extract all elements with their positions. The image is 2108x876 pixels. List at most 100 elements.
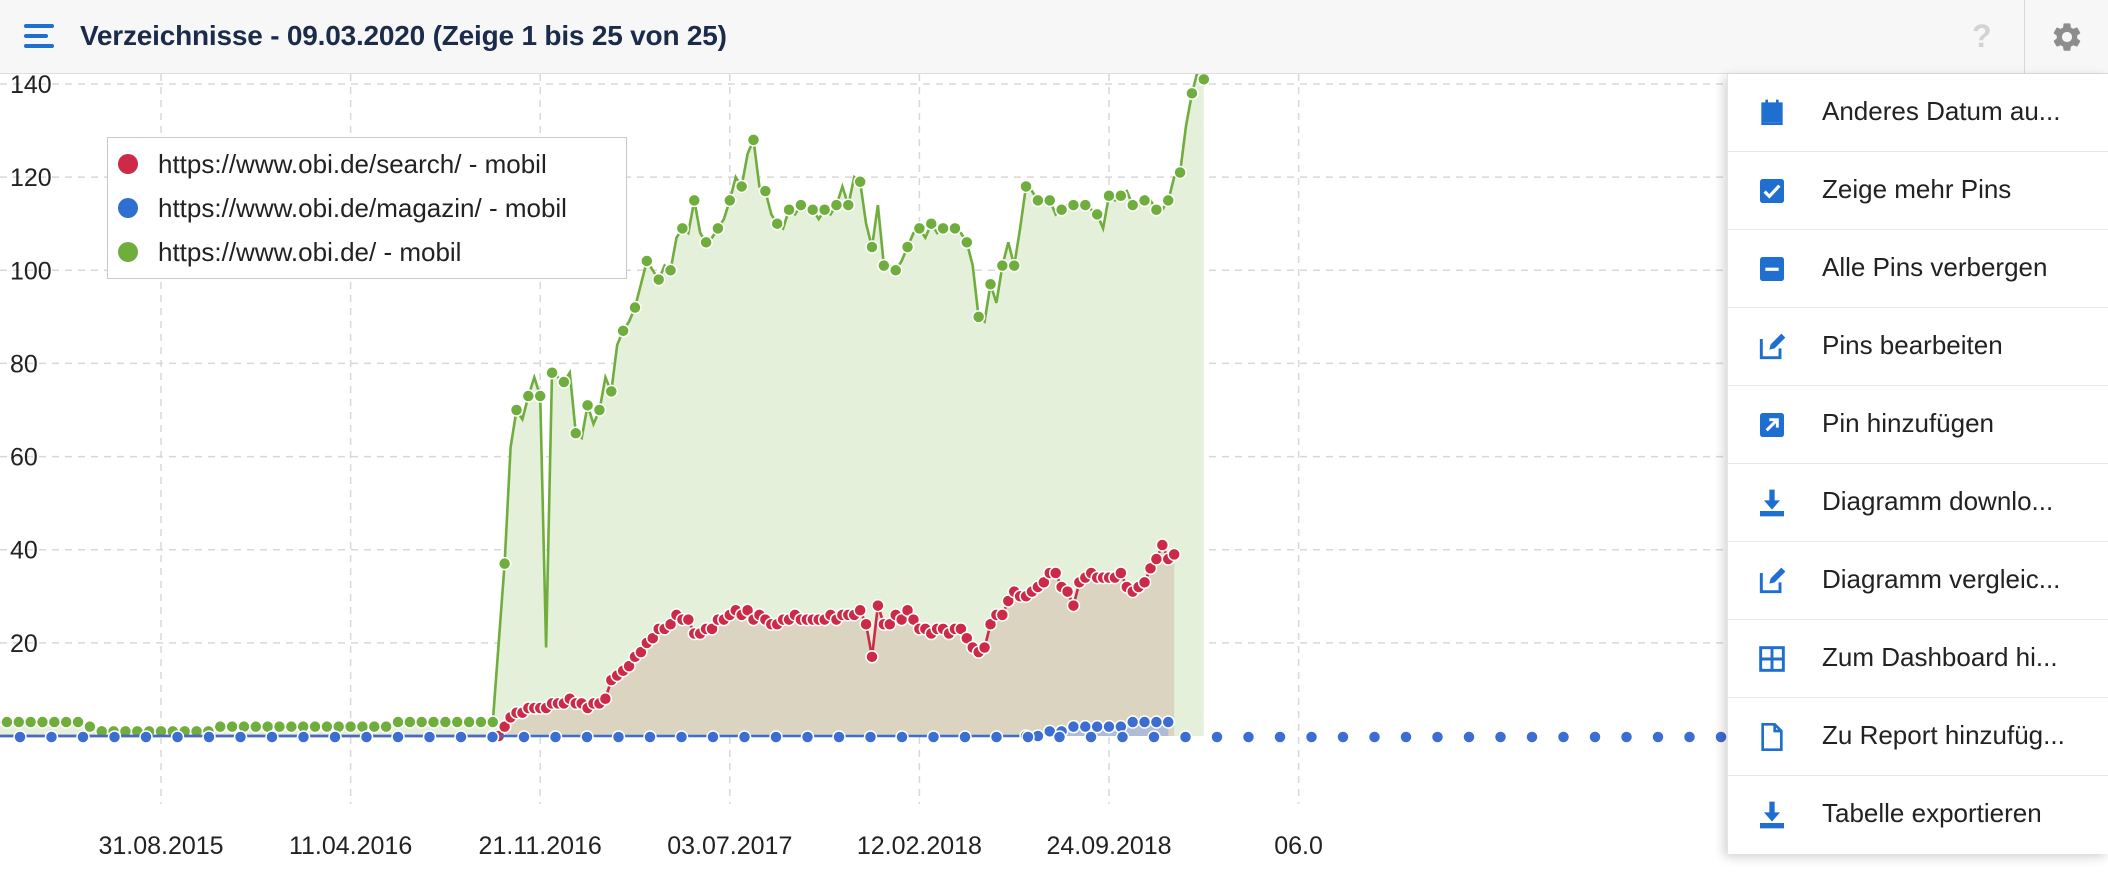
legend-item-magazin[interactable]: https://www.obi.de/magazin/ - mobil: [118, 190, 567, 226]
menu-item-export-table[interactable]: Tabelle exportieren: [1728, 776, 2108, 854]
series-area: [0, 545, 1175, 736]
menu-item-label: Pins bearbeiten: [1822, 330, 2003, 360]
legend-label-home: https://www.obi.de/ - mobil: [158, 236, 462, 267]
y-tick-label: 120: [10, 164, 52, 192]
menu-item-label: Tabelle exportieren: [1822, 798, 2042, 828]
edit-compare-icon: [1759, 567, 1786, 594]
data-point: [1336, 730, 1350, 744]
data-point: [1149, 552, 1164, 566]
x-tick-label: 11.04.2016: [289, 832, 412, 860]
legend-label-magazin: https://www.obi.de/magazin/ - mobil: [158, 192, 567, 223]
data-point: [734, 179, 749, 194]
data-point: [1651, 730, 1665, 744]
checkbox-minus-icon: [1760, 257, 1784, 281]
legend-label-search: https://www.obi.de/search/ - mobil: [158, 148, 547, 179]
data-point: [1304, 730, 1319, 744]
menu-item-add-pin[interactable]: Pin hinzufügen: [1728, 386, 2108, 464]
legend-item-home[interactable]: https://www.obi.de/ - mobil: [118, 234, 461, 270]
data-point: [202, 730, 216, 744]
data-point: [35, 715, 50, 729]
y-tick-label: 60: [10, 444, 38, 472]
data-point: [895, 730, 909, 744]
data-point: [0, 715, 14, 729]
data-point: [1084, 730, 1098, 744]
data-point: [1149, 202, 1164, 217]
menu-item-hide-pins[interactable]: Alle Pins verbergen: [1728, 230, 2108, 308]
data-point: [900, 240, 915, 254]
data-point: [960, 235, 974, 250]
data-point: [47, 715, 62, 729]
menu-item-label: Alle Pins verbergen: [1822, 252, 2048, 282]
data-point: [1149, 715, 1164, 729]
data-point: [284, 719, 299, 734]
menu-item-label: Pin hinzufügen: [1822, 408, 1995, 438]
data-point: [924, 216, 938, 231]
data-point: [740, 603, 755, 618]
help-icon[interactable]: ?: [1972, 18, 1992, 54]
data-point: [107, 730, 122, 744]
data-point: [1054, 202, 1069, 217]
data-point: [414, 715, 429, 729]
data-point: [1155, 538, 1170, 552]
data-point: [1052, 730, 1067, 744]
data-point: [989, 730, 1004, 744]
data-point: [592, 403, 607, 417]
menu-item-add-dashboard[interactable]: Zum Dashboard hi...: [1728, 620, 2108, 698]
data-point: [1137, 193, 1152, 208]
data-point: [859, 617, 873, 631]
data-point: [1043, 193, 1057, 208]
data-point: [948, 221, 962, 236]
menu-item-compare-chart[interactable]: Diagramm vergleic...: [1728, 542, 2108, 620]
data-point: [521, 389, 536, 403]
data-point: [462, 715, 476, 729]
calendar-icon: [1761, 99, 1783, 125]
menu-item-show-more-pins[interactable]: Zeige mehr Pins: [1728, 152, 2108, 230]
y-tick-label: 40: [10, 537, 38, 565]
data-point: [958, 730, 972, 744]
chart-area: 20 40 60 80 100 120 140 31.08.2015 11.04.2016 21.…: [0, 74, 1730, 860]
data-point: [611, 730, 626, 744]
data-point: [557, 375, 571, 389]
data-point: [1114, 566, 1128, 580]
data-point: [23, 715, 38, 729]
legend-item-search[interactable]: https://www.obi.de/search/ - mobil: [118, 146, 547, 182]
menu-item-download-chart[interactable]: Diagramm downlo...: [1728, 464, 2108, 542]
hamburger-menu-icon[interactable]: [24, 24, 54, 50]
legend-marker-home: [118, 242, 138, 262]
y-tick-label: 100: [10, 257, 52, 285]
data-point: [954, 622, 968, 636]
data-point: [794, 198, 808, 212]
data-point: [1399, 730, 1413, 744]
data-point: [580, 730, 594, 744]
data-point: [1525, 730, 1539, 744]
header-divider: [2024, 0, 2025, 74]
menu-item-add-report[interactable]: Zu Report hinzufüg...: [1728, 698, 2108, 776]
data-point: [1367, 730, 1382, 744]
menu-item-label: Zum Dashboard hi...: [1822, 642, 2058, 672]
data-point: [832, 730, 846, 744]
data-point: [865, 650, 879, 664]
data-point: [646, 631, 660, 645]
menu-item-edit-pins[interactable]: Pins bearbeiten: [1728, 308, 2108, 386]
data-point: [983, 277, 998, 292]
data-point: [1619, 730, 1634, 744]
data-point: [517, 730, 531, 744]
data-point: [359, 730, 374, 744]
y-tick-label: 20: [10, 630, 38, 658]
data-point: [12, 715, 26, 729]
data-point: [533, 389, 547, 403]
x-tick-label: 06.0: [1274, 832, 1323, 860]
data-point: [829, 198, 844, 212]
data-point: [770, 216, 784, 231]
gear-icon[interactable]: [2050, 20, 2084, 54]
data-point: [900, 603, 915, 618]
data-point: [960, 631, 974, 645]
data-point: [486, 715, 500, 729]
header-bar: Verzeichnisse - 09.03.2020 (Zeige 1 bis …: [0, 0, 2108, 74]
data-point: [817, 202, 832, 217]
data-point: [485, 730, 500, 744]
data-point: [865, 240, 879, 254]
menu-item-other-date[interactable]: Anderes Datum au...: [1728, 74, 2108, 152]
data-point: [1037, 575, 1051, 590]
data-point: [1588, 730, 1602, 744]
